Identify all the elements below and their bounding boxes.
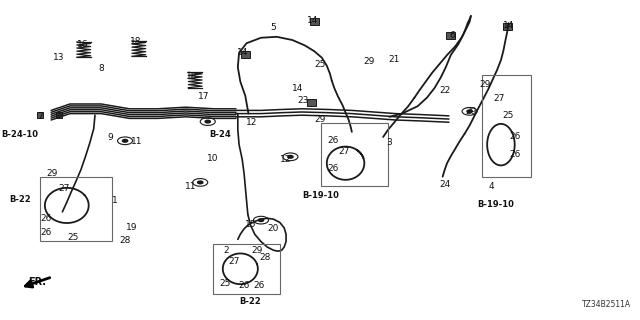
Text: 12: 12 bbox=[246, 118, 257, 127]
Bar bbox=[310, 18, 319, 25]
Text: 2: 2 bbox=[224, 246, 229, 255]
Text: 18: 18 bbox=[130, 37, 141, 46]
Text: B-19-10: B-19-10 bbox=[477, 200, 515, 209]
Text: 29: 29 bbox=[479, 80, 490, 89]
Bar bbox=[241, 51, 250, 58]
Text: 25: 25 bbox=[503, 111, 514, 120]
Text: 26: 26 bbox=[327, 164, 339, 173]
Text: 19: 19 bbox=[125, 223, 137, 232]
Text: 24: 24 bbox=[439, 180, 450, 188]
Text: 23: 23 bbox=[297, 96, 308, 105]
Text: 3: 3 bbox=[387, 138, 392, 147]
Text: 1: 1 bbox=[112, 196, 118, 205]
Text: 29: 29 bbox=[47, 169, 58, 178]
Bar bbox=[212, 244, 280, 294]
Bar bbox=[36, 112, 43, 118]
Text: B-22: B-22 bbox=[9, 195, 31, 204]
Text: 15: 15 bbox=[244, 220, 256, 229]
Text: 11: 11 bbox=[131, 137, 143, 146]
Circle shape bbox=[122, 140, 128, 142]
Text: 21: 21 bbox=[388, 55, 400, 64]
Circle shape bbox=[467, 110, 472, 113]
Text: 27: 27 bbox=[339, 147, 350, 156]
Bar bbox=[307, 99, 316, 106]
Text: 4: 4 bbox=[488, 182, 493, 191]
Text: 7: 7 bbox=[37, 112, 43, 121]
Text: 18: 18 bbox=[186, 72, 198, 81]
Text: 14: 14 bbox=[292, 84, 303, 93]
Text: 29: 29 bbox=[251, 246, 262, 255]
Text: B-24: B-24 bbox=[209, 130, 231, 139]
Text: B-19-10: B-19-10 bbox=[302, 191, 339, 200]
Text: 26: 26 bbox=[509, 150, 520, 159]
Text: B-24-10: B-24-10 bbox=[1, 130, 38, 139]
Text: 26: 26 bbox=[253, 281, 265, 290]
Text: 27: 27 bbox=[228, 257, 240, 266]
Bar bbox=[321, 123, 388, 186]
Text: 14: 14 bbox=[237, 48, 248, 57]
Text: 26: 26 bbox=[40, 228, 52, 237]
Text: 13: 13 bbox=[53, 53, 65, 62]
Text: 26: 26 bbox=[40, 214, 52, 223]
Circle shape bbox=[288, 156, 293, 158]
Text: 29: 29 bbox=[465, 107, 477, 116]
Text: 22: 22 bbox=[439, 86, 450, 95]
Text: 8: 8 bbox=[99, 64, 104, 73]
Bar bbox=[482, 75, 531, 177]
Text: 28: 28 bbox=[260, 253, 271, 262]
Text: 26: 26 bbox=[327, 136, 339, 145]
Text: B-22: B-22 bbox=[239, 297, 261, 306]
Text: 27: 27 bbox=[58, 184, 69, 193]
Text: 29: 29 bbox=[315, 115, 326, 124]
Bar bbox=[56, 112, 62, 118]
Text: 28: 28 bbox=[120, 236, 131, 245]
Text: 14: 14 bbox=[503, 21, 514, 30]
Text: 5: 5 bbox=[271, 23, 276, 32]
Text: 6: 6 bbox=[449, 31, 455, 40]
Circle shape bbox=[259, 219, 264, 221]
Bar bbox=[447, 32, 455, 39]
Text: 20: 20 bbox=[268, 224, 279, 233]
Text: 12: 12 bbox=[280, 155, 292, 164]
Text: 10: 10 bbox=[207, 154, 218, 163]
Text: 16: 16 bbox=[77, 40, 88, 49]
Text: 9: 9 bbox=[108, 133, 113, 142]
Text: 29: 29 bbox=[364, 57, 375, 66]
Text: 25: 25 bbox=[315, 60, 326, 68]
Text: 11: 11 bbox=[185, 182, 196, 191]
Text: 26: 26 bbox=[238, 281, 250, 290]
Text: TZ34B2511A: TZ34B2511A bbox=[582, 300, 630, 309]
Text: 25: 25 bbox=[220, 279, 231, 288]
Text: 25: 25 bbox=[67, 233, 79, 242]
Circle shape bbox=[198, 181, 203, 184]
Text: 14: 14 bbox=[307, 16, 319, 25]
Bar bbox=[40, 177, 112, 241]
Text: 26: 26 bbox=[509, 132, 520, 141]
Text: 27: 27 bbox=[493, 94, 505, 103]
Bar bbox=[503, 23, 511, 30]
Circle shape bbox=[205, 120, 211, 123]
Text: FR.: FR. bbox=[28, 277, 46, 287]
Text: 17: 17 bbox=[198, 92, 209, 101]
